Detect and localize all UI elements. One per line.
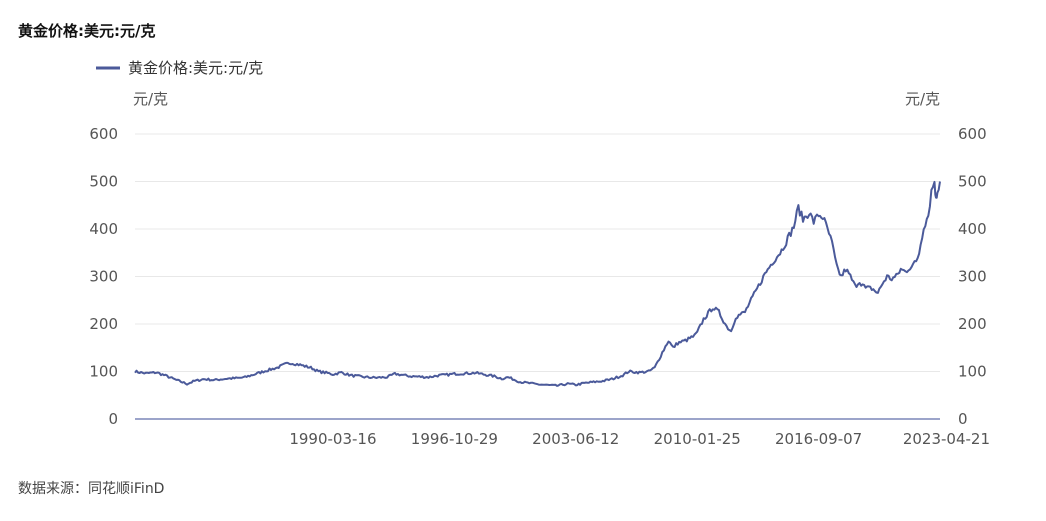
legend-label: 黄金价格:美元:元/克 bbox=[128, 59, 263, 77]
legend: 黄金价格:美元:元/克 bbox=[96, 59, 263, 77]
y-tick-label-left: 400 bbox=[89, 220, 118, 238]
x-tick-label: 2003-06-12 bbox=[532, 430, 619, 448]
y-tick-label-left: 200 bbox=[89, 315, 118, 333]
y-tick-label-right: 200 bbox=[958, 315, 987, 333]
y-tick-label-left: 300 bbox=[89, 268, 118, 286]
left-y-axis: 0 100 200 300 400 500 600 bbox=[89, 125, 118, 428]
y-tick-label-right: 0 bbox=[958, 410, 968, 428]
x-tick-label: 2023-04-21 bbox=[903, 430, 990, 448]
line-chart: 黄金价格:美元:元/克 元/克 元/克 0100200300400500600 … bbox=[89, 59, 990, 448]
y-tick-label-left: 600 bbox=[89, 125, 118, 143]
right-axis-unit: 元/克 bbox=[905, 90, 940, 108]
y-tick-label-left: 100 bbox=[89, 363, 118, 381]
x-tick-label: 1990-03-16 bbox=[289, 430, 376, 448]
chart-title: 黄金价格:美元:元/克 bbox=[18, 22, 156, 40]
left-axis-unit: 元/克 bbox=[133, 90, 168, 108]
gridlines bbox=[135, 133, 940, 372]
y-tick-label-right: 500 bbox=[958, 173, 987, 191]
y-tick-label-right: 100 bbox=[958, 363, 987, 381]
right-y-axis: 0 100 200 300 400 500 600 bbox=[958, 125, 987, 428]
y-tick-label-right: 600 bbox=[958, 125, 987, 143]
y-tick-label-left: 0 bbox=[108, 410, 118, 428]
data-source: 数据来源：同花顺iFinD bbox=[18, 481, 165, 497]
x-axis: 1990-03-16 1996-10-29 2003-06-12 2010-01-25… bbox=[135, 418, 990, 448]
x-tick-label: 2010-01-25 bbox=[654, 430, 741, 448]
y-tick-label-right: 400 bbox=[958, 220, 987, 238]
series-line-gold-price bbox=[134, 180, 941, 387]
y-tick-label-left: 500 bbox=[89, 173, 118, 191]
y-tick-label-right: 300 bbox=[958, 268, 987, 286]
x-tick-label: 1996-10-29 bbox=[411, 430, 498, 448]
x-tick-label: 2016-09-07 bbox=[775, 430, 862, 448]
